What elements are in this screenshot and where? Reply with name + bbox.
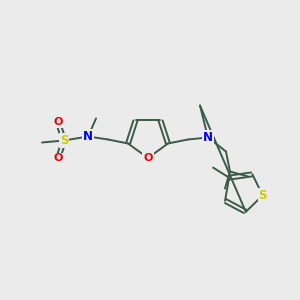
- Text: N: N: [83, 130, 93, 143]
- Text: S: S: [258, 189, 267, 202]
- Text: N: N: [203, 131, 213, 144]
- Text: S: S: [60, 134, 68, 147]
- Text: O: O: [53, 154, 63, 164]
- Text: O: O: [143, 153, 153, 163]
- Text: O: O: [53, 118, 63, 128]
